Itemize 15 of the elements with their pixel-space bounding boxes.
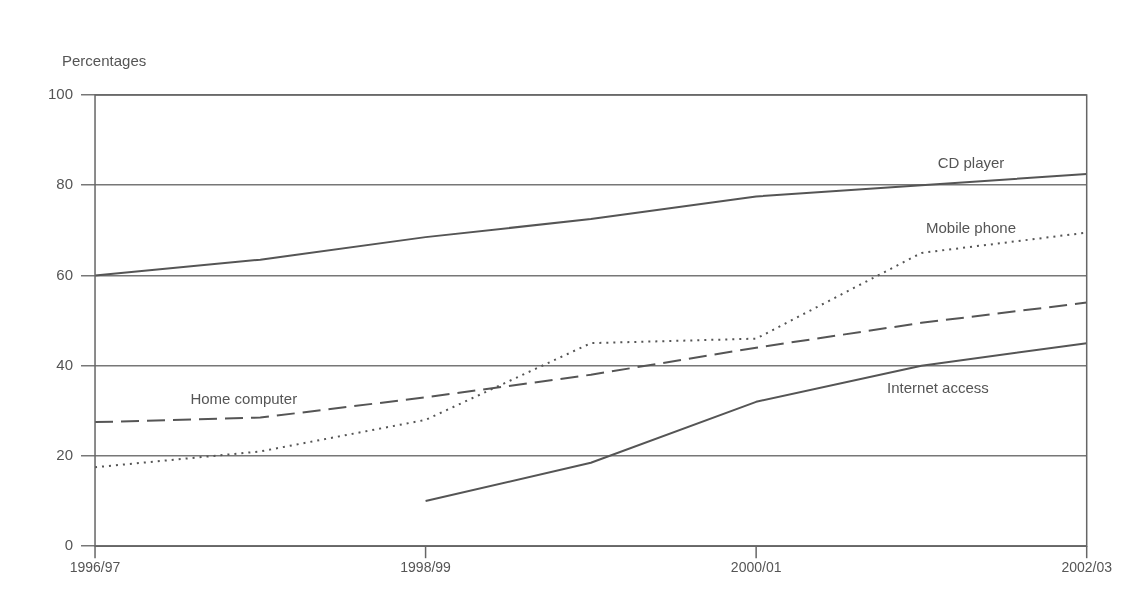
y-tick-label: 40 [56, 355, 74, 373]
y-tick-label: 80 [56, 175, 74, 193]
y-tick-label: 20 [56, 446, 74, 464]
y-axis-title: Percentages [62, 52, 147, 69]
y-tick-label: 100 [48, 85, 74, 103]
y-tick-label: 60 [56, 265, 74, 283]
series-label: Mobile phone [925, 218, 1017, 236]
y-tick-label: 0 [64, 536, 74, 554]
x-tick-label: 2000/01 [730, 559, 782, 576]
series-label: Internet access [887, 379, 989, 397]
series-label: CD player [937, 153, 1005, 171]
series-label: Home computer [190, 390, 298, 408]
x-tick-label: 1998/99 [400, 559, 452, 576]
x-tick-label: 2002/03 [1061, 559, 1113, 576]
x-tick-label: 1996/97 [69, 559, 121, 576]
